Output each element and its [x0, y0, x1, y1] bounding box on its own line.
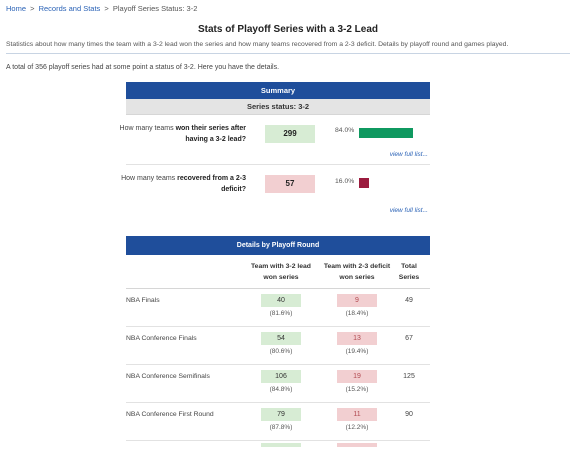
won-percent: (84.8%): [269, 386, 293, 393]
breadcrumb-separator: >: [30, 4, 35, 13]
won-percentage: 84.0%: [335, 127, 355, 134]
question-bold: recovered from a 2-3 deficit?: [177, 175, 246, 193]
summary-question-recovered: How many teams recovered from a 2-3 defi…: [106, 173, 246, 195]
round-name: NBA Conference Finals: [126, 335, 197, 342]
recovered-count-partial: [337, 443, 377, 447]
summary-header: Summary: [126, 82, 430, 99]
total-series: 90: [405, 411, 413, 418]
recovered-percent: (12.2%): [345, 424, 369, 431]
page-title: Stats of Playoff Series with a 3-2 Lead: [197, 24, 379, 35]
breadcrumb-current: Playoff Series Status: 3-2: [112, 4, 198, 13]
won-percent: (81.6%): [269, 310, 293, 317]
summary-question-won: How many teams won their series after ha…: [106, 123, 246, 145]
column-header-recovered: Team with 2-3 deficit won series: [323, 263, 391, 281]
question-prefix: How many teams: [119, 125, 176, 132]
column-header-total: Total Series: [398, 263, 420, 281]
recovered-percent: (19.4%): [345, 348, 369, 355]
total-series: 67: [405, 335, 413, 342]
won-count: 40: [261, 294, 301, 307]
recovered-percent: (18.4%): [345, 310, 369, 317]
details-header: Details by Playoff Round: [126, 236, 430, 255]
table-row-cutoff: [126, 441, 430, 447]
column-header-won: Team with 3-2 lead won series: [251, 263, 311, 281]
won-percent: (80.6%): [269, 348, 293, 355]
total-series: 49: [405, 297, 413, 304]
table-row: NBA Conference First Round 79 (87.8%) 11…: [126, 403, 430, 441]
recovered-percent: (15.2%): [345, 386, 369, 393]
breadcrumb: Home > Records and Stats > Playoff Serie…: [6, 4, 197, 13]
intro-text: A total of 356 playoff series had at som…: [6, 64, 280, 71]
recovered-count: 19: [337, 370, 377, 383]
view-full-list-link-recovered[interactable]: view full list...: [389, 207, 428, 214]
summary-panel: Summary Series status: 3-2 How many team…: [120, 82, 430, 214]
summary-row-recovered: How many teams recovered from a 2-3 defi…: [121, 161, 430, 214]
view-full-list-link-won[interactable]: view full list...: [389, 151, 428, 158]
won-count-value: 299: [265, 125, 315, 143]
breadcrumb-records-link[interactable]: Records and Stats: [38, 4, 101, 13]
total-series: 125: [403, 373, 415, 380]
breadcrumb-separator: >: [104, 4, 109, 13]
round-name: NBA Finals: [126, 297, 160, 304]
series-status-label: Series status: 3-2: [126, 99, 430, 115]
details-panel: Details by Playoff Round Team with 3-2 l…: [126, 236, 430, 447]
table-row: NBA Conference Finals 54 (80.6%) 13 (19.…: [126, 327, 430, 365]
recovered-count: 11: [337, 408, 377, 421]
question-prefix: How many teams: [121, 175, 178, 182]
won-count: 106: [261, 370, 301, 383]
won-count: 54: [261, 332, 301, 345]
won-percentage-bar: [359, 128, 413, 138]
question-bold: won their series after having a 3-2 lead…: [175, 125, 246, 143]
page-subtitle: Statistics about how many times the team…: [6, 41, 509, 48]
recovered-count-value: 57: [265, 175, 315, 193]
details-column-headers: Team with 3-2 lead won series Team with …: [126, 255, 430, 289]
table-row: NBA Finals 40 (81.6%) 9 (18.4%) 49: [126, 289, 430, 327]
title-divider: [6, 53, 570, 54]
summary-separator: [126, 164, 430, 165]
table-row: NBA Conference Semifinals 106 (84.8%) 19…: [126, 365, 430, 403]
recovered-percentage-bar: [359, 178, 369, 188]
round-name: NBA Conference First Round: [126, 411, 214, 418]
breadcrumb-home-link[interactable]: Home: [6, 4, 27, 13]
round-name: NBA Conference Semifinals: [126, 373, 210, 380]
recovered-count: 9: [337, 294, 377, 307]
won-count: 79: [261, 408, 301, 421]
summary-row-won: How many teams won their series after ha…: [120, 115, 430, 161]
recovered-count: 13: [337, 332, 377, 345]
won-count-partial: [261, 443, 301, 447]
won-percent: (87.8%): [269, 424, 293, 431]
recovered-percentage: 16.0%: [335, 178, 355, 185]
